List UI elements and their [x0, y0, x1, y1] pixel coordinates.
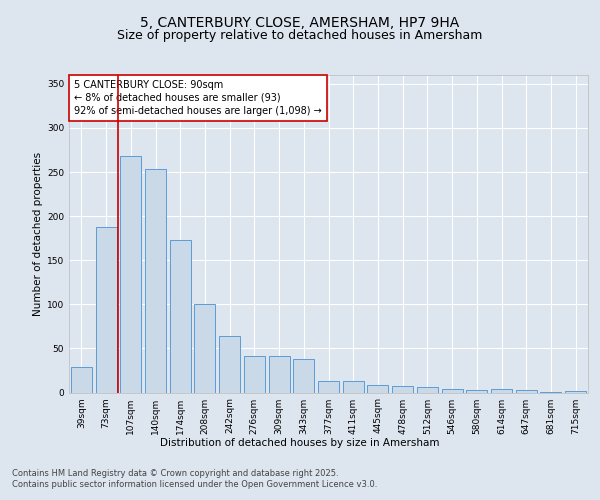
Bar [318, 381, 339, 392]
Bar [293, 359, 314, 392]
Bar [145, 170, 166, 392]
Bar [244, 356, 265, 392]
Bar [95, 226, 116, 392]
Bar [466, 390, 487, 392]
Text: Contains public sector information licensed under the Open Government Licence v3: Contains public sector information licen… [12, 480, 377, 489]
Bar [269, 356, 290, 392]
Bar [194, 304, 215, 392]
Bar [367, 384, 388, 392]
Bar [565, 390, 586, 392]
Y-axis label: Number of detached properties: Number of detached properties [33, 152, 43, 316]
Text: Size of property relative to detached houses in Amersham: Size of property relative to detached ho… [118, 28, 482, 42]
Bar [170, 240, 191, 392]
Text: 5 CANTERBURY CLOSE: 90sqm
← 8% of detached houses are smaller (93)
92% of semi-d: 5 CANTERBURY CLOSE: 90sqm ← 8% of detach… [74, 80, 322, 116]
Bar [442, 389, 463, 392]
Bar [392, 386, 413, 392]
Bar [71, 367, 92, 392]
Text: Contains HM Land Registry data © Crown copyright and database right 2025.: Contains HM Land Registry data © Crown c… [12, 469, 338, 478]
Bar [491, 389, 512, 392]
Bar [516, 390, 537, 392]
Bar [219, 336, 240, 392]
Text: Distribution of detached houses by size in Amersham: Distribution of detached houses by size … [160, 438, 440, 448]
Text: 5, CANTERBURY CLOSE, AMERSHAM, HP7 9HA: 5, CANTERBURY CLOSE, AMERSHAM, HP7 9HA [140, 16, 460, 30]
Bar [120, 156, 141, 392]
Bar [343, 381, 364, 392]
Bar [417, 387, 438, 392]
